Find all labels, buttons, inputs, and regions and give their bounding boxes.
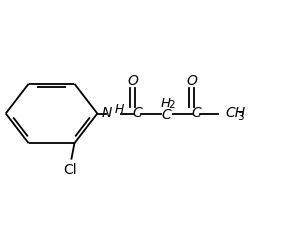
- Text: H: H: [115, 103, 124, 116]
- Text: C: C: [162, 108, 172, 122]
- Text: O: O: [186, 74, 197, 88]
- Text: 3: 3: [237, 113, 244, 123]
- Text: Cl: Cl: [63, 163, 77, 177]
- Text: C: C: [132, 106, 142, 121]
- Text: 2: 2: [168, 100, 175, 110]
- Text: N: N: [101, 106, 112, 121]
- Text: C: C: [191, 106, 201, 121]
- Text: H: H: [160, 97, 170, 110]
- Text: CH: CH: [226, 106, 246, 121]
- Text: O: O: [127, 74, 138, 88]
